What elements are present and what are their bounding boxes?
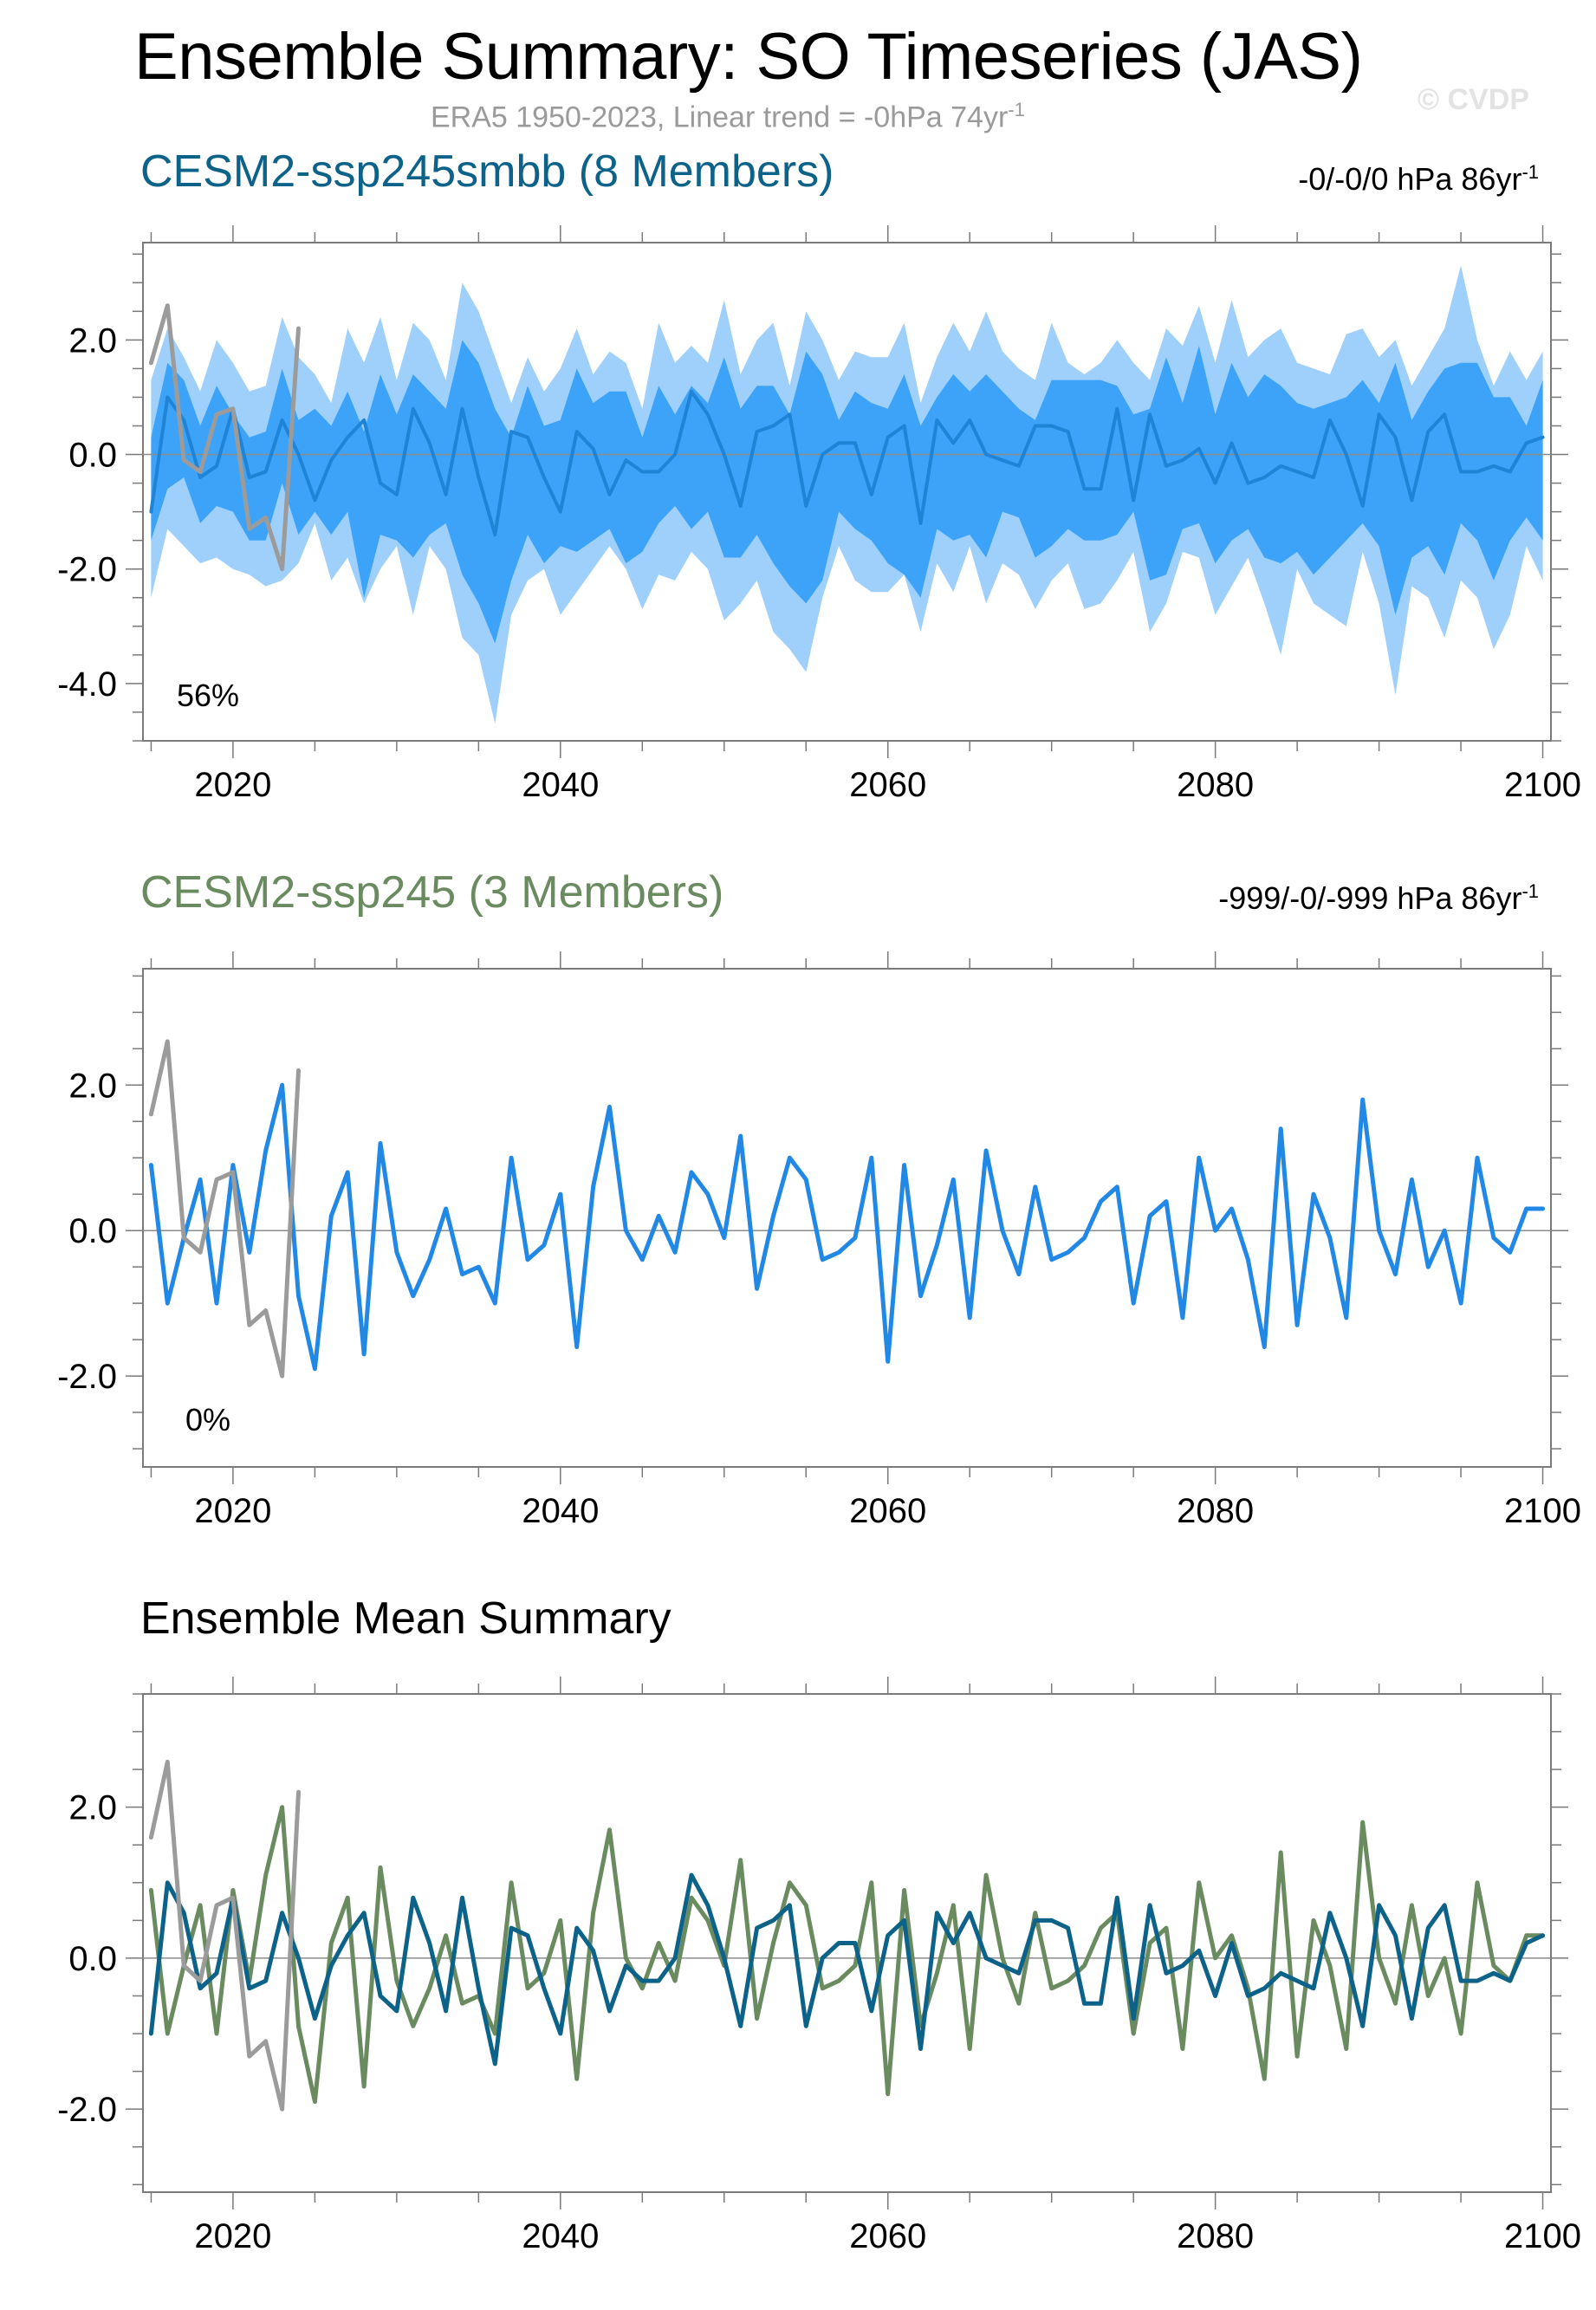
panel2-title: CESM2-ssp245 (3 Members) <box>140 867 724 918</box>
panel3-xtick-label: 2080 <box>1177 2217 1254 2255</box>
panel1-xtick-label: 2100 <box>1504 766 1581 804</box>
panel1-xtick-label: 2040 <box>522 766 599 804</box>
panel2-chart: 2020 2040 2060 2080 2100 2.0 0.0 -2.0 <box>57 951 1581 1530</box>
panel1-ytick-label: -4.0 <box>57 665 117 704</box>
panel1-xtick-label: 2020 <box>194 766 271 804</box>
panel1-line-era5 <box>148 303 301 572</box>
panel3-line-era5 <box>148 1759 301 2112</box>
panel1-band-interquartile <box>151 340 1543 644</box>
panel2-percent: 0% <box>185 1402 231 1437</box>
panel2-xtick-label: 2080 <box>1177 1492 1254 1530</box>
panel3-line-smbb-mean <box>148 1872 1546 2067</box>
panel2-xtick-label: 2020 <box>194 1492 271 1530</box>
panel1-ytick-label: 0.0 <box>68 437 117 475</box>
panel2-line-era5 <box>148 1039 301 1379</box>
panel3-plot-frame <box>142 1693 1552 2193</box>
panel2-trend-exponent: -1 <box>1521 880 1539 902</box>
panel1-percent: 56% <box>177 678 240 713</box>
panel2-ytick-label: -2.0 <box>57 1358 117 1396</box>
panel2-line-ensemble-mean <box>148 1082 1546 1372</box>
panel3-title: Ensemble Mean Summary <box>140 1593 671 1644</box>
panel1-title: CESM2-ssp245smbb (8 Members) <box>140 146 834 197</box>
panel3-line-ssp245-mean <box>148 1805 1546 2104</box>
panel1-xtick-label: 2080 <box>1177 766 1254 804</box>
panel3-xtick-label: 2040 <box>522 2217 599 2255</box>
panel1-line-ensemble-mean <box>149 389 1545 537</box>
figure-subtitle: ERA5 1950-2023, Linear trend = -0hPa 74y… <box>431 99 1025 134</box>
panel3-xtick-label: 2060 <box>849 2217 926 2255</box>
panel2-xtick-label: 2100 <box>1504 1492 1581 1530</box>
panel3-xtick-label: 2020 <box>194 2217 271 2255</box>
panel2-ytick-label: 0.0 <box>68 1212 117 1250</box>
figure-title: Ensemble Summary: SO Timeseries (JAS) <box>134 20 1363 94</box>
panel1-ytick-label: -2.0 <box>57 551 117 589</box>
panel1-chart: 2020 2040 2060 2080 2100 2.0 0.0 -2.0 -4.0 <box>57 225 1581 804</box>
subtitle-exponent: -1 <box>1008 99 1025 120</box>
panel2-trend-text: -999/-0/-999 hPa 86yr <box>1218 880 1522 916</box>
panel1-ytick-label: 2.0 <box>68 321 117 360</box>
subtitle-text: ERA5 1950-2023, Linear trend = -0hPa 74y… <box>431 101 1009 134</box>
watermark: © CVDP <box>1418 83 1529 116</box>
panel1-plot-frame <box>142 242 1552 742</box>
panel3-ytick-label: 0.0 <box>68 1940 117 1978</box>
panel1-trend: -0/-0/0 hPa 86yr-1 <box>1298 161 1539 198</box>
panel3-ytick-label: 2.0 <box>68 1789 117 1827</box>
panel2-ytick-label: 2.0 <box>68 1067 117 1105</box>
panel2-plot-frame <box>142 968 1552 1468</box>
panel1-xtick-label: 2060 <box>849 766 926 804</box>
panel2-xtick-label: 2040 <box>522 1492 599 1530</box>
panel1-trend-text: -0/-0/0 hPa 86yr <box>1298 161 1522 197</box>
panel2-xtick-label: 2060 <box>849 1492 926 1530</box>
panel3-ytick-label: -2.0 <box>57 2091 117 2129</box>
panel2-trend: -999/-0/-999 hPa 86yr-1 <box>1218 880 1539 917</box>
panel1-trend-exponent: -1 <box>1521 161 1539 183</box>
panel3-xtick-label: 2100 <box>1504 2217 1581 2255</box>
